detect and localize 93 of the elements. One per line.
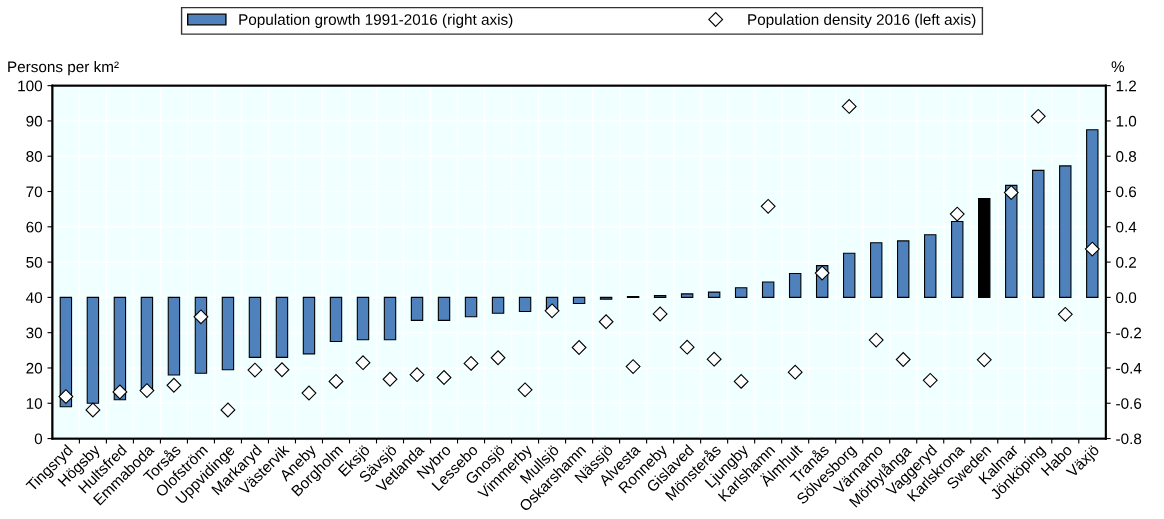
point: [949, 206, 965, 222]
bar: [275, 296, 289, 358]
point: [382, 371, 398, 387]
y2-tick-label: 0.2: [1116, 256, 1136, 268]
point: [1030, 108, 1046, 124]
point: [220, 402, 236, 418]
bar: [410, 296, 424, 321]
bar: [680, 293, 694, 298]
bar: [924, 234, 937, 298]
bar: [1032, 169, 1045, 298]
point: [301, 385, 317, 401]
y-tick-label: 80: [26, 151, 43, 162]
bar: [491, 296, 505, 314]
point: [328, 373, 344, 389]
bar: [329, 296, 343, 343]
point: [706, 351, 722, 367]
bar: [896, 240, 910, 298]
point: [733, 373, 749, 389]
point: [841, 99, 857, 114]
y2-axis-title: %: [1111, 61, 1125, 72]
bar: [707, 291, 721, 298]
y2-tick-label: 0.0: [1116, 292, 1137, 304]
y2-tick-label: 1.2: [1116, 80, 1136, 92]
point: [274, 362, 290, 378]
point: [85, 402, 101, 418]
bar: [221, 296, 235, 371]
bar: [518, 296, 532, 313]
bar: [761, 281, 775, 298]
point: [193, 309, 209, 325]
y-tick-label: 20: [26, 362, 43, 374]
point: [895, 352, 911, 367]
bar: [1059, 165, 1072, 298]
y-axis-title: Persons per km²: [8, 61, 119, 76]
y-tick-label: 60: [26, 221, 43, 233]
point: [409, 367, 425, 383]
point: [1084, 241, 1100, 257]
y2-tick-label: 0.6: [1116, 186, 1137, 198]
y-tick-label: 100: [18, 80, 43, 92]
point: [436, 370, 452, 385]
point: [490, 350, 506, 366]
point: [166, 377, 182, 393]
bar: [734, 287, 748, 298]
bar: [167, 296, 181, 376]
point: [571, 340, 587, 355]
bar: [383, 296, 397, 341]
point: [58, 389, 74, 404]
y-tick-label: 0: [34, 433, 43, 445]
y2-tick-label: 0.8: [1116, 151, 1137, 162]
point: [598, 314, 614, 330]
y2-tick-label: -0.4: [1116, 362, 1142, 374]
point: [139, 383, 155, 398]
bar: [842, 252, 856, 298]
point: [355, 355, 371, 371]
point: [544, 303, 560, 319]
point: [922, 372, 938, 388]
point: [760, 198, 776, 214]
y-tick-label: 90: [26, 115, 43, 127]
point: [625, 359, 641, 374]
point: [679, 339, 695, 355]
point: [1057, 306, 1073, 322]
point: [868, 332, 884, 348]
y2-tick-label: -0.6: [1116, 398, 1142, 409]
point: [652, 306, 668, 322]
y-tick-label: 50: [26, 256, 43, 268]
bar: [1005, 184, 1018, 298]
y-tick-label: 30: [26, 327, 43, 339]
bar: [572, 296, 586, 305]
point: [463, 355, 479, 371]
bar: [248, 296, 262, 358]
y-tick-label: 70: [26, 186, 43, 198]
y-tick-label: 40: [26, 292, 43, 304]
point: [247, 362, 263, 378]
point: [976, 352, 992, 368]
bar: [464, 296, 478, 318]
bar: [437, 296, 451, 321]
bar: [978, 198, 991, 298]
point: [517, 382, 533, 398]
point: [814, 265, 830, 281]
bar: [788, 273, 802, 298]
bar: [356, 296, 370, 341]
y-tick-label: 10: [26, 398, 43, 409]
point: [1003, 185, 1019, 200]
point: [787, 364, 803, 380]
y2-tick-label: 0.4: [1116, 221, 1137, 233]
bar: [1086, 129, 1099, 298]
y2-tick-label: -0.8: [1116, 433, 1142, 445]
legend-label: Population growth 1991-2016 (right axis): [239, 13, 513, 28]
y2-tick-label: -0.2: [1116, 327, 1142, 339]
point: [112, 384, 128, 400]
legend-label: Population density 2016 (left axis): [748, 13, 976, 28]
bar: [302, 296, 316, 355]
y2-tick-label: 1.0: [1116, 115, 1137, 127]
bar: [869, 242, 883, 298]
